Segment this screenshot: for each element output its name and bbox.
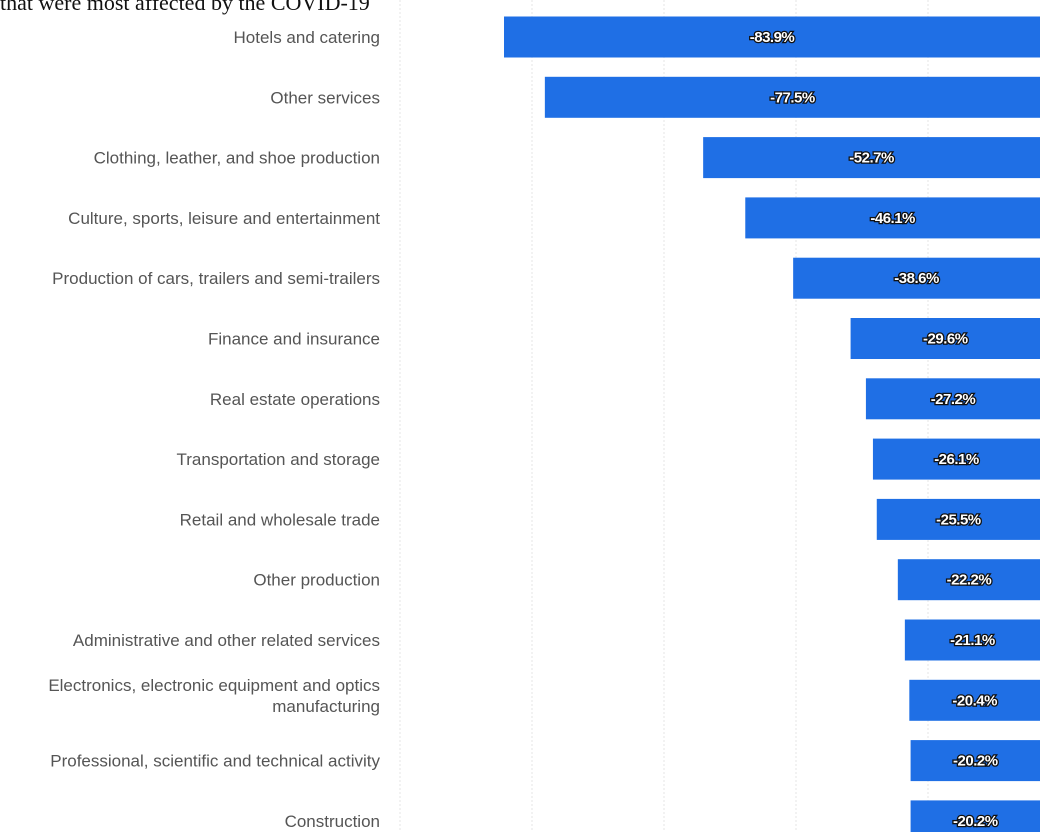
value-label: -21.1%	[950, 632, 995, 649]
category-label: Clothing, leather, and shoe production	[94, 149, 380, 168]
category-label-line: Other production	[253, 571, 380, 590]
bar	[850, 318, 1040, 359]
bar	[904, 619, 1040, 661]
category-labels: Hotels and catering Other services Clothin…	[48, 28, 380, 831]
bar	[793, 257, 1040, 299]
category-label-line: Transportation and storage	[177, 450, 381, 469]
category-label: Other services	[270, 88, 380, 107]
bar	[897, 559, 1040, 601]
category-label-line: Other services	[270, 88, 380, 107]
category-label-line: Professional, scientific and technical a…	[50, 752, 380, 771]
value-label: -20.2%	[953, 813, 998, 830]
bar	[865, 378, 1040, 420]
category-label: Retail and wholesale trade	[180, 510, 380, 529]
category-label: Construction	[285, 812, 380, 831]
category-label-line: Finance and insurance	[208, 330, 380, 349]
category-label-line: Real estate operations	[210, 390, 380, 409]
bar	[745, 197, 1040, 239]
category-label-line: Retail and wholesale trade	[180, 510, 380, 529]
category-label-line: Administrative and other related service…	[73, 631, 380, 650]
category-label: Electronics, electronic equipment and op…	[48, 676, 380, 716]
category-label-line: Construction	[285, 812, 380, 831]
bar	[910, 740, 1040, 782]
grid-lines	[399, 0, 929, 832]
bar	[910, 800, 1040, 832]
bar	[876, 498, 1040, 540]
category-label-line: Hotels and catering	[234, 28, 380, 47]
bars	[504, 16, 1040, 832]
value-label: -29.6%	[923, 331, 968, 348]
bar	[909, 679, 1040, 721]
category-label: Culture, sports, leisure and entertainme…	[68, 209, 380, 228]
value-label: -20.2%	[953, 753, 998, 770]
category-label: Transportation and storage	[177, 450, 381, 469]
category-label: Production of cars, trailers and semi-tr…	[52, 269, 380, 288]
value-label: -83.9%	[750, 29, 795, 46]
value-label: -22.2%	[947, 572, 992, 589]
value-label: -27.2%	[931, 391, 976, 408]
category-label: Administrative and other related service…	[73, 631, 380, 650]
value-labels: -83.9% -77.5% -52.7% -46.1% -38.6% -29.6% -27.…	[748, 28, 999, 832]
bar	[703, 137, 1040, 179]
value-label: -20.4%	[952, 692, 997, 709]
category-label: Real estate operations	[210, 390, 380, 409]
value-label: -38.6%	[894, 270, 939, 287]
category-label: Hotels and catering	[234, 28, 380, 47]
value-label: -46.1%	[870, 210, 915, 227]
category-label-line: Production of cars, trailers and semi-tr…	[52, 269, 380, 288]
chart-title: that were most affected by the COVID-19	[0, 0, 370, 15]
bar	[872, 438, 1040, 480]
value-label: -52.7%	[849, 150, 894, 167]
category-label: Finance and insurance	[208, 330, 380, 349]
category-label-line: Electronics, electronic equipment and op…	[48, 676, 380, 695]
value-label: -26.1%	[934, 451, 979, 468]
value-label: -25.5%	[936, 511, 981, 528]
category-label: Other production	[253, 571, 380, 590]
bar	[504, 16, 1040, 58]
category-label: Professional, scientific and technical a…	[50, 752, 380, 771]
value-label: -77.5%	[770, 89, 815, 106]
bar	[544, 76, 1040, 118]
category-label-line: Culture, sports, leisure and entertainme…	[68, 209, 380, 228]
category-label-line: manufacturing	[272, 697, 380, 716]
category-label-line: Clothing, leather, and shoe production	[94, 149, 380, 168]
